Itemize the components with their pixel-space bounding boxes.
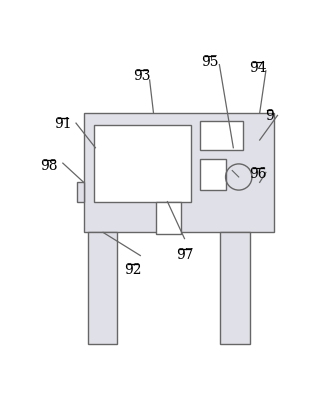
Text: 96: 96: [249, 167, 267, 181]
Bar: [88, 232, 117, 344]
Text: 95: 95: [201, 55, 219, 69]
Text: 92: 92: [124, 263, 141, 277]
Bar: [200, 159, 226, 190]
Bar: [220, 232, 250, 344]
Bar: [84, 113, 274, 232]
Text: 98: 98: [40, 159, 58, 173]
Text: 97: 97: [176, 248, 193, 262]
Bar: [94, 125, 191, 202]
Text: 91: 91: [54, 117, 72, 131]
Text: 94: 94: [249, 62, 267, 75]
Text: 93: 93: [133, 69, 151, 83]
Bar: [156, 202, 181, 234]
Text: 9: 9: [266, 109, 274, 123]
Bar: [200, 121, 242, 150]
Bar: [77, 182, 84, 202]
